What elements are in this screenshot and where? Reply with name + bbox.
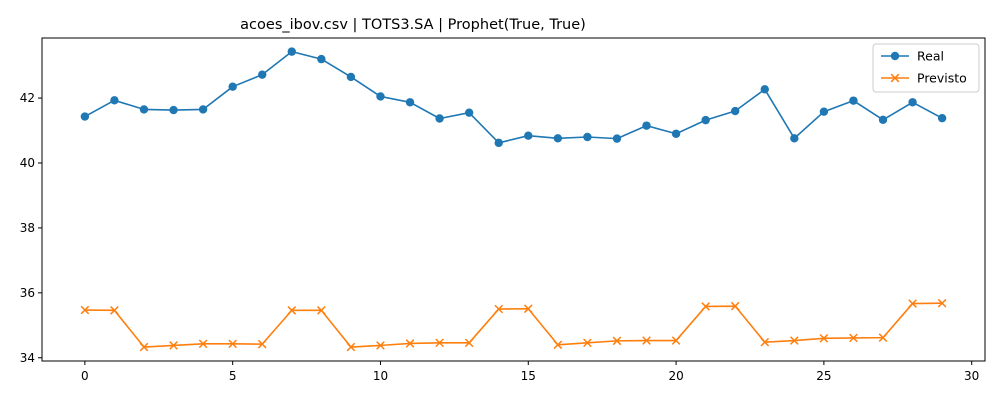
data-point-real: [80, 112, 90, 121]
data-point-previsto: [671, 336, 681, 345]
data-point-previsto: [317, 306, 326, 315]
data-point-previsto: [464, 338, 474, 348]
legend-marker-previsto: [890, 73, 900, 83]
data-point-previsto: [405, 339, 415, 348]
data-point-real: [878, 115, 888, 125]
data-point-real: [139, 105, 149, 114]
data-point-real: [760, 85, 769, 94]
data-point-real: [287, 47, 296, 56]
data-point-previsto: [257, 339, 267, 349]
plot-area: [41, 37, 986, 362]
data-point-previsto: [937, 298, 947, 308]
data-point-previsto: [612, 336, 622, 346]
data-point-previsto: [790, 336, 799, 345]
data-point-real: [258, 70, 267, 79]
data-point-previsto: [730, 301, 740, 311]
data-point-real: [790, 134, 799, 143]
data-point-real: [849, 96, 858, 105]
y-tick-label: 34: [20, 351, 35, 365]
legend-entry-previsto: Previsto: [881, 71, 967, 86]
data-point-previsto: [760, 337, 770, 347]
data-point-previsto: [287, 306, 297, 315]
series-previsto: [80, 298, 947, 352]
data-point-previsto: [346, 342, 356, 352]
y-axis: 34 36 38 40 42: [20, 91, 42, 365]
data-point-real: [701, 115, 710, 125]
legend: Real Previsto: [872, 43, 980, 93]
x-tick-label: 15: [521, 369, 536, 383]
data-point-real: [464, 108, 474, 117]
data-point-real: [671, 129, 681, 138]
data-point-previsto: [819, 333, 829, 343]
data-point-real: [435, 114, 444, 123]
y-tick-label: 36: [20, 286, 35, 300]
data-point-real: [405, 98, 415, 107]
data-point-real: [553, 134, 563, 143]
data-point-real: [937, 113, 947, 123]
data-point-real: [110, 96, 119, 105]
data-point-previsto: [80, 305, 90, 315]
x-tick-label: 30: [964, 369, 979, 383]
data-point-previsto: [849, 333, 858, 343]
series-real: [80, 47, 947, 148]
data-point-previsto: [701, 302, 710, 311]
data-point-previsto: [553, 340, 563, 350]
data-point-real: [731, 106, 740, 116]
data-point-previsto: [523, 304, 533, 314]
data-point-previsto: [908, 299, 917, 308]
data-point-real: [198, 105, 208, 114]
data-point-real: [228, 82, 237, 91]
x-tick-label: 25: [816, 369, 831, 383]
data-point-real: [908, 98, 917, 107]
data-point-real: [819, 107, 829, 116]
data-point-previsto: [494, 304, 504, 314]
data-point-real: [317, 54, 326, 64]
x-tick-label: 5: [229, 369, 237, 383]
data-point-previsto: [435, 338, 444, 348]
x-tick-label: 0: [81, 369, 89, 383]
plot-frame: [41, 37, 986, 362]
data-point-previsto: [376, 341, 385, 350]
y-tick-label: 42: [20, 91, 35, 105]
data-point-previsto: [110, 306, 119, 315]
y-tick-label: 40: [20, 156, 35, 170]
data-point-previsto: [878, 333, 888, 342]
x-tick-label: 20: [668, 369, 683, 383]
data-point-real: [346, 72, 356, 82]
series-layer: [80, 47, 947, 352]
data-point-previsto: [139, 342, 149, 352]
series-line-real: [84, 50, 943, 144]
legend-label-previsto: Previsto: [917, 71, 967, 86]
series-line-previsto: [84, 302, 943, 348]
legend-marker-real: [890, 51, 900, 61]
data-point-real: [524, 131, 533, 140]
x-axis: 0 5 10 15 20 25 30: [81, 361, 979, 383]
data-point-real: [612, 134, 622, 143]
data-point-previsto: [642, 336, 651, 345]
x-tick-label: 10: [373, 369, 388, 383]
data-point-real: [169, 105, 178, 115]
y-tick-label: 38: [20, 221, 35, 235]
data-point-real: [642, 121, 651, 130]
data-point-previsto: [169, 341, 178, 350]
legend-label-real: Real: [917, 49, 944, 64]
data-point-previsto: [228, 339, 237, 349]
chart-title: acoes_ibov.csv | TOTS3.SA | Prophet(True…: [240, 17, 586, 33]
legend-entry-real: Real: [881, 49, 944, 64]
data-point-previsto: [198, 339, 208, 349]
data-point-real: [376, 92, 385, 101]
data-point-real: [583, 132, 592, 142]
data-point-real: [494, 138, 503, 148]
data-point-previsto: [583, 338, 592, 348]
